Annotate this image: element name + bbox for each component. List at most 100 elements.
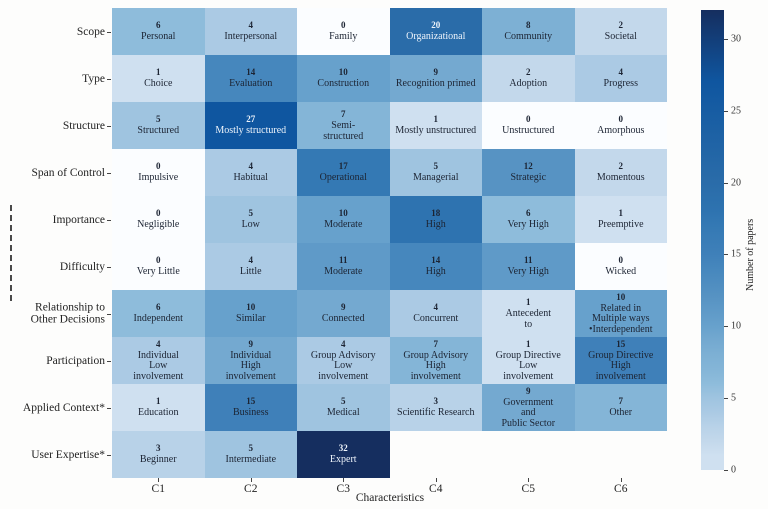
cell-label: Choice	[144, 78, 173, 90]
cell-value: 8	[526, 20, 531, 31]
cell-value: 4	[156, 338, 161, 349]
cell-label: Group Directive Low involvement	[495, 349, 561, 382]
heatmap-cell: 15 Business	[204, 384, 297, 431]
x-tick-mark	[528, 478, 530, 482]
cell-label: Antecedent to	[505, 308, 552, 330]
cell-value: 1	[156, 67, 161, 78]
heatmap-cell: 9 Recognition primed	[389, 55, 482, 102]
heatmap-cell: 27 Mostly structured	[204, 102, 297, 149]
heatmap-cell: 0 Very Little	[112, 243, 205, 290]
cell-value: 0	[156, 255, 161, 266]
cell-value: 15	[616, 338, 626, 349]
cell-label: Intermediate	[225, 454, 277, 466]
heatmap-cell: 4 Concurrent	[389, 290, 482, 337]
heatmap-cell: 0 Family	[297, 8, 390, 55]
cell-label: Group Advisory Low involvement	[310, 349, 376, 382]
cell-value: 7	[341, 109, 346, 119]
colorbar-tick-mark	[724, 398, 728, 400]
cell-label: Little	[239, 266, 262, 278]
heatmap-cell: 3 Beginner	[112, 431, 205, 478]
heatmap-cell: 5 Structured	[112, 102, 205, 149]
cell-value: 5	[433, 161, 439, 172]
cell-value: 6	[526, 208, 531, 219]
heatmap-cell: 6 Personal	[112, 8, 205, 55]
heatmap-cell: 8 Community	[482, 8, 575, 55]
cell-value: 1	[526, 338, 531, 349]
cell-value: 5	[248, 208, 254, 219]
row-label: User Expertise*	[31, 448, 105, 461]
x-tick-mark	[343, 478, 345, 482]
cell-value: 11	[523, 255, 533, 266]
heatmap-cell: 5 Low	[204, 196, 297, 243]
cell-label: Semi- structured	[323, 120, 364, 142]
heatmap-cell: 4 Individual Low involvement	[112, 337, 205, 384]
colorbar-tick-mark	[724, 38, 728, 40]
heatmap-cell: 3 Scientific Research	[389, 384, 482, 431]
cell-label: Business	[232, 407, 269, 419]
cell-value: 1	[433, 114, 439, 125]
heatmap-cell: 4 Little	[204, 243, 297, 290]
cell-value: 7	[618, 396, 624, 407]
cell-label: Concurrent	[413, 313, 459, 325]
heatmap-cell: 15 Group Directive High involvement	[574, 337, 667, 384]
cell-value: 4	[248, 20, 254, 31]
cell-value: 5	[156, 114, 161, 125]
y-tick-mark	[107, 125, 111, 127]
cell-label: Structured	[137, 125, 180, 137]
heatmap-cell: 6 Very High	[482, 196, 575, 243]
cell-value: 9	[526, 385, 531, 396]
cell-label: High	[425, 266, 446, 278]
row-label: Span of Control	[31, 166, 105, 179]
heatmap-cell: 2 Adoption	[482, 55, 575, 102]
heatmap-cell: 14 High	[389, 243, 482, 290]
y-tick-mark	[107, 454, 111, 456]
heatmap-cell: 9 Individual High involvement	[204, 337, 297, 384]
colorbar-tick-mark	[724, 470, 728, 471]
heatmap-cell: 4 Habitual	[204, 149, 297, 196]
heatmap-cell: 17 Operational	[297, 149, 390, 196]
cell-label: Beginner	[139, 454, 177, 466]
cell-label: Operational	[319, 172, 367, 184]
y-tick-mark	[107, 266, 111, 268]
cell-value: 9	[248, 338, 254, 349]
row-label: Difficulty	[59, 260, 105, 273]
cell-label: Moderate	[324, 219, 363, 231]
cell-label: Group Advisory High involvement	[403, 349, 469, 382]
x-tick-label: C6	[614, 483, 628, 495]
cell-label: Impulsive	[138, 172, 179, 184]
cell-label: Medical	[326, 407, 360, 419]
y-tick-mark	[107, 219, 111, 221]
colorbar-tick-mark	[724, 254, 728, 256]
colorbar-tick-label: 5	[731, 392, 736, 404]
heatmap-cell: 5 Managerial	[389, 149, 482, 196]
cell-value: 10	[338, 208, 348, 219]
heatmap-cell: 5 Intermediate	[204, 431, 297, 478]
cell-label: Connected	[321, 313, 365, 325]
cell-value: 0	[618, 255, 624, 266]
cell-label: Independent	[133, 313, 183, 325]
heatmap-cell: 0 Impulsive	[112, 149, 205, 196]
heatmap-cell: 0 Wicked	[574, 243, 667, 290]
colorbar-tick-mark	[724, 110, 728, 112]
cell-label: Scientific Research	[397, 407, 475, 419]
cell-label: Similar	[236, 313, 266, 325]
cell-label: Adoption	[509, 78, 548, 90]
cell-label: Unstructured	[502, 125, 555, 137]
cell-value: 15	[246, 396, 256, 407]
cell-value: 14	[246, 67, 256, 78]
row-label: Applied Context*	[22, 401, 105, 414]
row-label: Importance	[52, 213, 105, 226]
x-tick-mark	[435, 478, 437, 482]
cell-label: Evaluation	[229, 78, 273, 90]
cell-value: 14	[431, 255, 441, 266]
y-tick-mark	[107, 31, 111, 33]
cell-label: Negligible	[137, 219, 180, 231]
colorbar-tick-label: 15	[731, 248, 741, 260]
heatmap-cell: 1 Mostly unstructured	[389, 102, 482, 149]
cell-label: Expert	[329, 454, 357, 466]
cell-value: 4	[248, 161, 254, 172]
colorbar-tick-mark	[724, 326, 728, 328]
cell-label: Very Little	[136, 266, 180, 278]
cell-value: 1	[618, 208, 624, 219]
